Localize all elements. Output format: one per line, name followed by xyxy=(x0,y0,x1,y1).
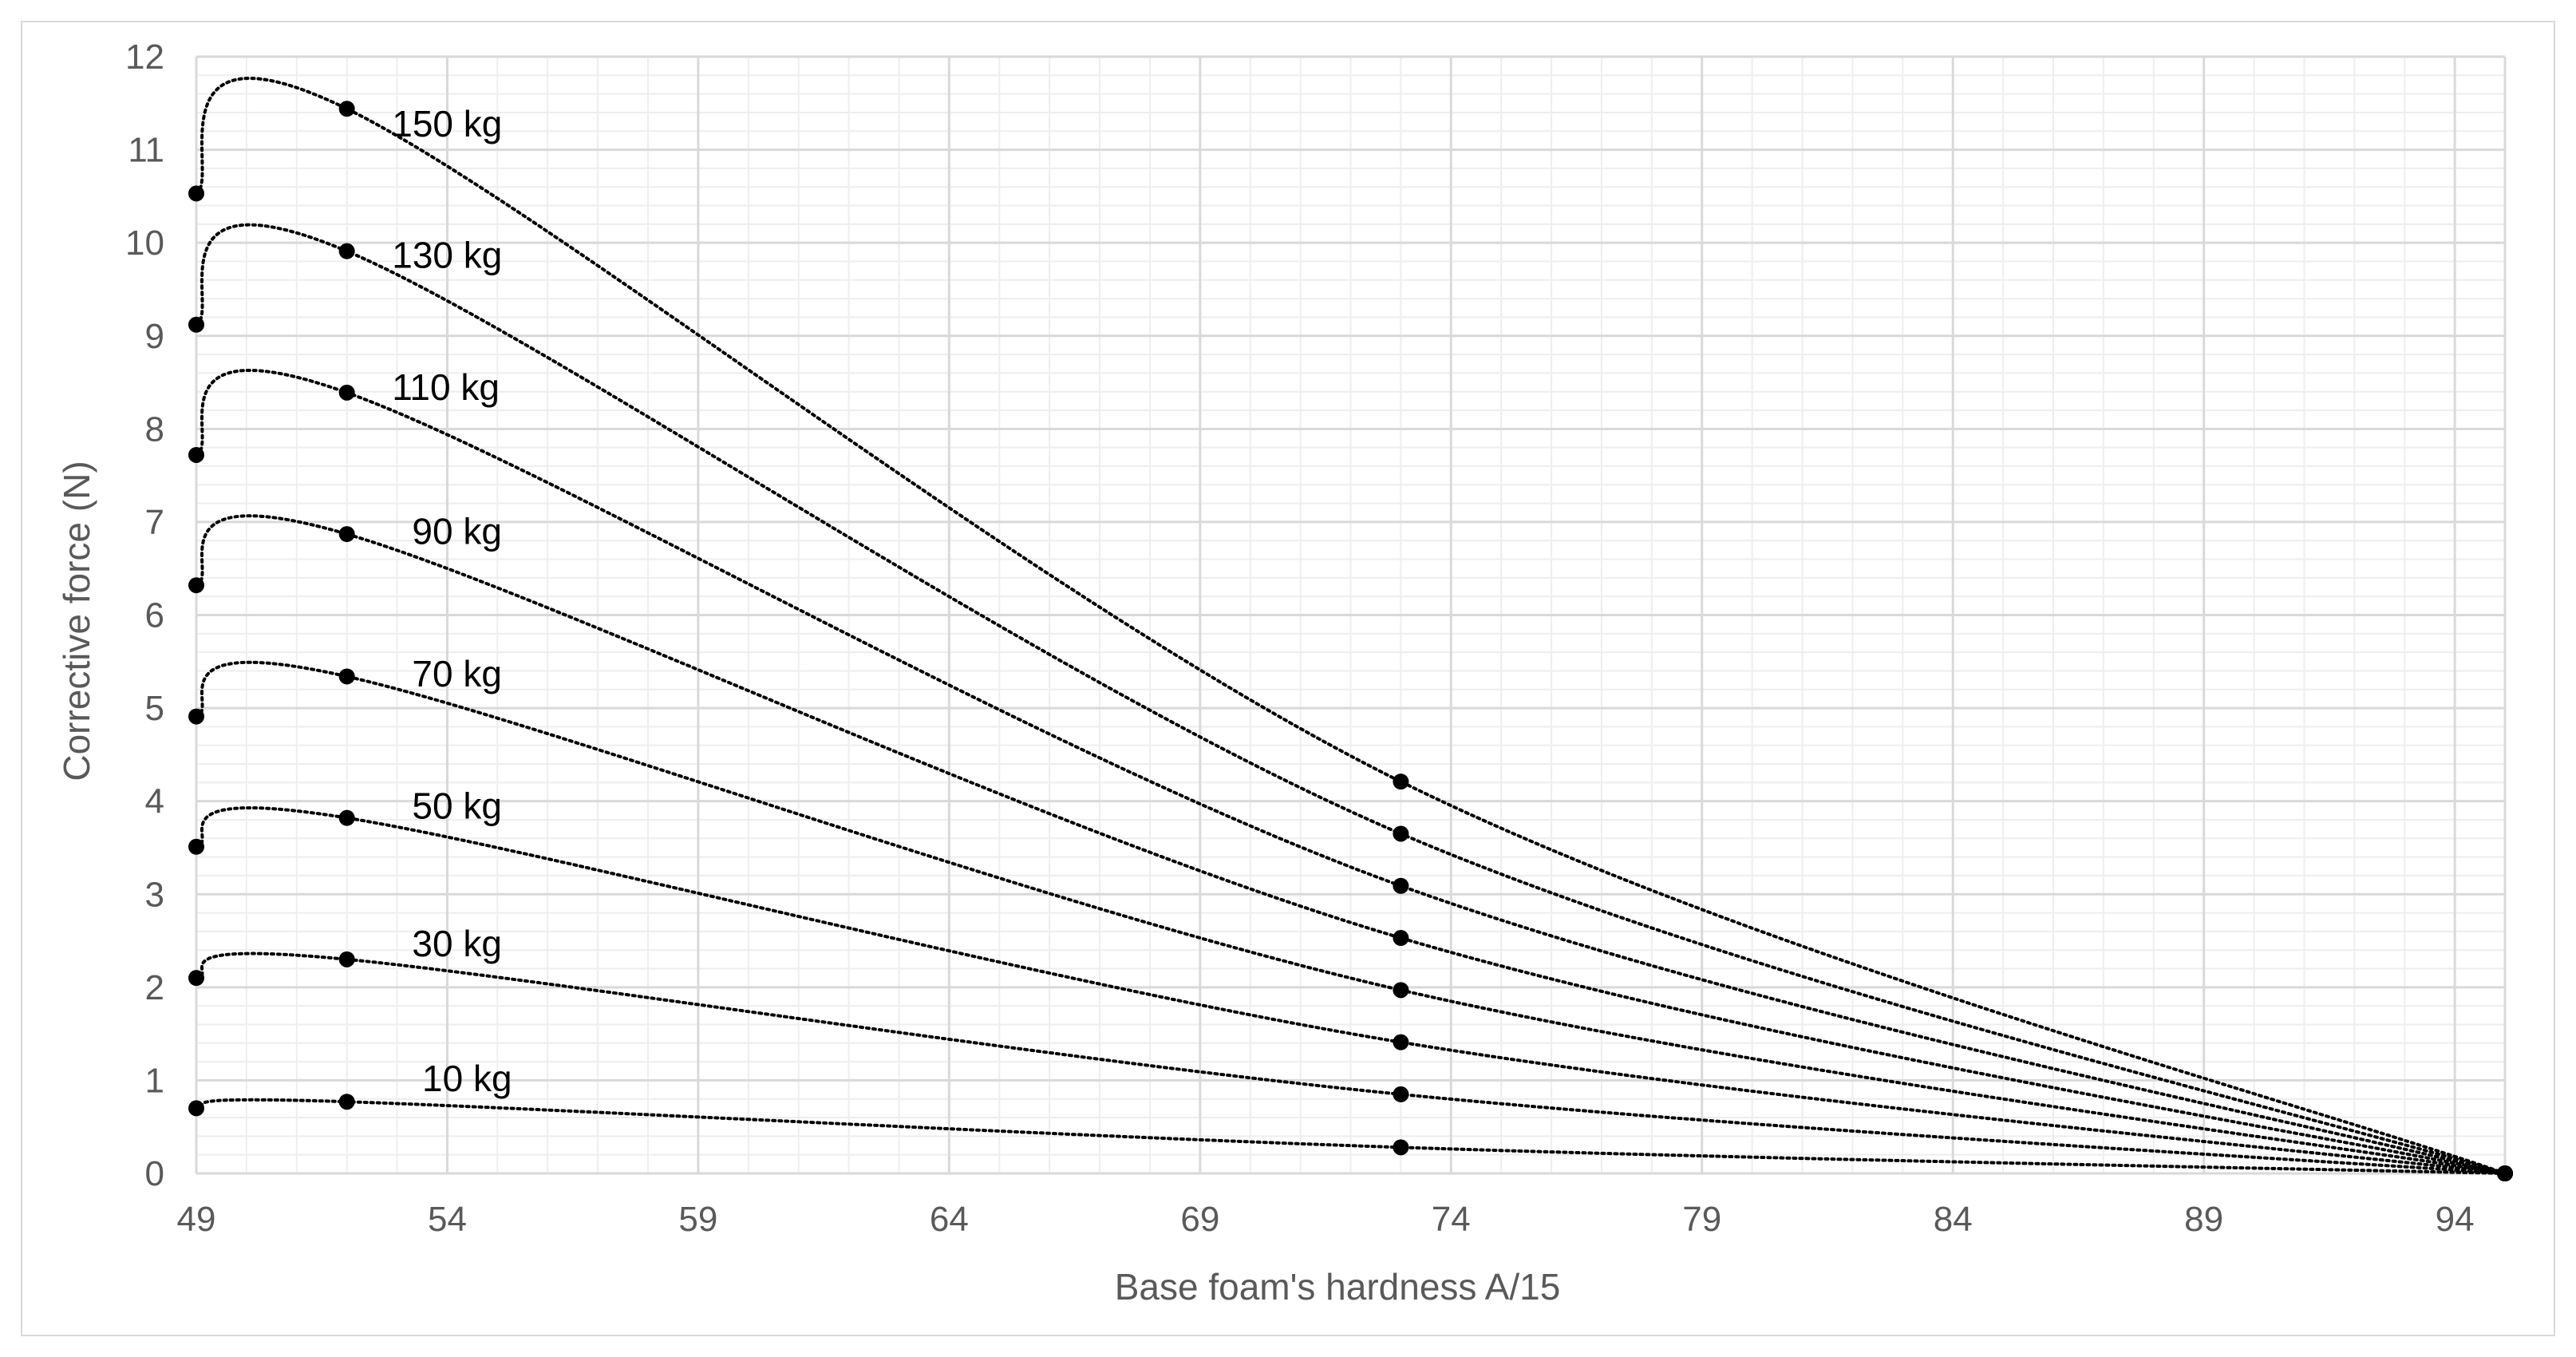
x-tick-label: 74 xyxy=(1432,1200,1471,1239)
x-tick-label: 79 xyxy=(1682,1200,1721,1239)
series-label: 110 kg xyxy=(392,366,500,408)
data-point xyxy=(1393,1139,1409,1156)
data-point xyxy=(188,446,204,463)
y-tick-label: 3 xyxy=(145,875,164,914)
series-line xyxy=(195,660,2507,1175)
x-tick-label: 59 xyxy=(678,1200,717,1239)
series-line xyxy=(195,1098,2507,1175)
data-point xyxy=(1393,930,1409,947)
series-label: 130 kg xyxy=(392,234,502,275)
data-point xyxy=(1393,1086,1409,1102)
y-tick-label: 0 xyxy=(145,1154,164,1193)
x-tick-label: 54 xyxy=(428,1200,467,1239)
x-tick-label: 94 xyxy=(2436,1200,2475,1239)
data-point xyxy=(188,577,204,594)
series-label: 70 kg xyxy=(412,653,502,694)
y-tick-label: 8 xyxy=(145,409,164,449)
data-point xyxy=(338,101,355,117)
x-tick-label: 49 xyxy=(177,1200,216,1239)
y-axis-title: Corrective force (N) xyxy=(56,461,97,781)
series-labels: 10 kg 30 kg 50 kg 70 kg 90 kg 110 kg 130 kg 150… xyxy=(392,103,512,1099)
data-point xyxy=(338,384,355,401)
y-tick-label: 10 xyxy=(125,224,164,263)
data-point xyxy=(338,668,355,685)
x-tick-label: 84 xyxy=(1934,1200,1973,1239)
y-tick-label: 12 xyxy=(125,38,164,77)
x-axis-title: Base foam's hardness A/15 xyxy=(1115,1266,1561,1308)
series-line xyxy=(195,77,2507,1175)
y-tick-label: 2 xyxy=(145,968,164,1007)
data-point xyxy=(1393,773,1409,790)
data-point xyxy=(1393,877,1409,894)
x-tick-label: 89 xyxy=(2184,1200,2223,1239)
series-label: 30 kg xyxy=(412,923,502,964)
data-point xyxy=(1393,825,1409,842)
series-lines xyxy=(195,77,2507,1175)
x-tick-label: 69 xyxy=(1180,1200,1219,1239)
series-line xyxy=(195,514,2507,1175)
y-tick-label: 1 xyxy=(145,1061,164,1100)
series-line xyxy=(195,223,2507,1175)
data-point xyxy=(188,970,204,987)
y-tick-label: 9 xyxy=(145,317,164,356)
series-label: 10 kg xyxy=(422,1058,512,1099)
series-line xyxy=(195,368,2507,1175)
data-point xyxy=(188,185,204,202)
y-tick-label: 7 xyxy=(145,503,164,542)
series-line xyxy=(195,806,2507,1175)
series-points xyxy=(188,101,2513,1181)
data-point xyxy=(338,1094,355,1110)
data-point xyxy=(1393,1034,1409,1050)
data-point xyxy=(2497,1165,2513,1181)
series-label: 90 kg xyxy=(412,511,502,552)
data-point xyxy=(338,951,355,967)
series-label: 150 kg xyxy=(392,103,502,144)
x-tick-label: 64 xyxy=(930,1200,969,1239)
series-label: 50 kg xyxy=(412,785,502,826)
data-point xyxy=(188,1100,204,1117)
data-point xyxy=(188,316,204,333)
data-point xyxy=(338,526,355,543)
data-point xyxy=(188,838,204,855)
data-point xyxy=(1393,982,1409,999)
data-point xyxy=(188,708,204,725)
x-axis-tick-labels: 49 54 59 64 69 74 79 84 89 94 xyxy=(177,1200,2475,1239)
y-tick-label: 6 xyxy=(145,596,164,635)
series-line xyxy=(195,951,2507,1175)
y-tick-label: 11 xyxy=(128,131,164,170)
data-point xyxy=(338,243,355,259)
data-point xyxy=(338,809,355,826)
major-gridlines xyxy=(195,55,2507,1175)
y-tick-label: 5 xyxy=(145,689,164,728)
y-tick-label: 4 xyxy=(145,782,164,821)
